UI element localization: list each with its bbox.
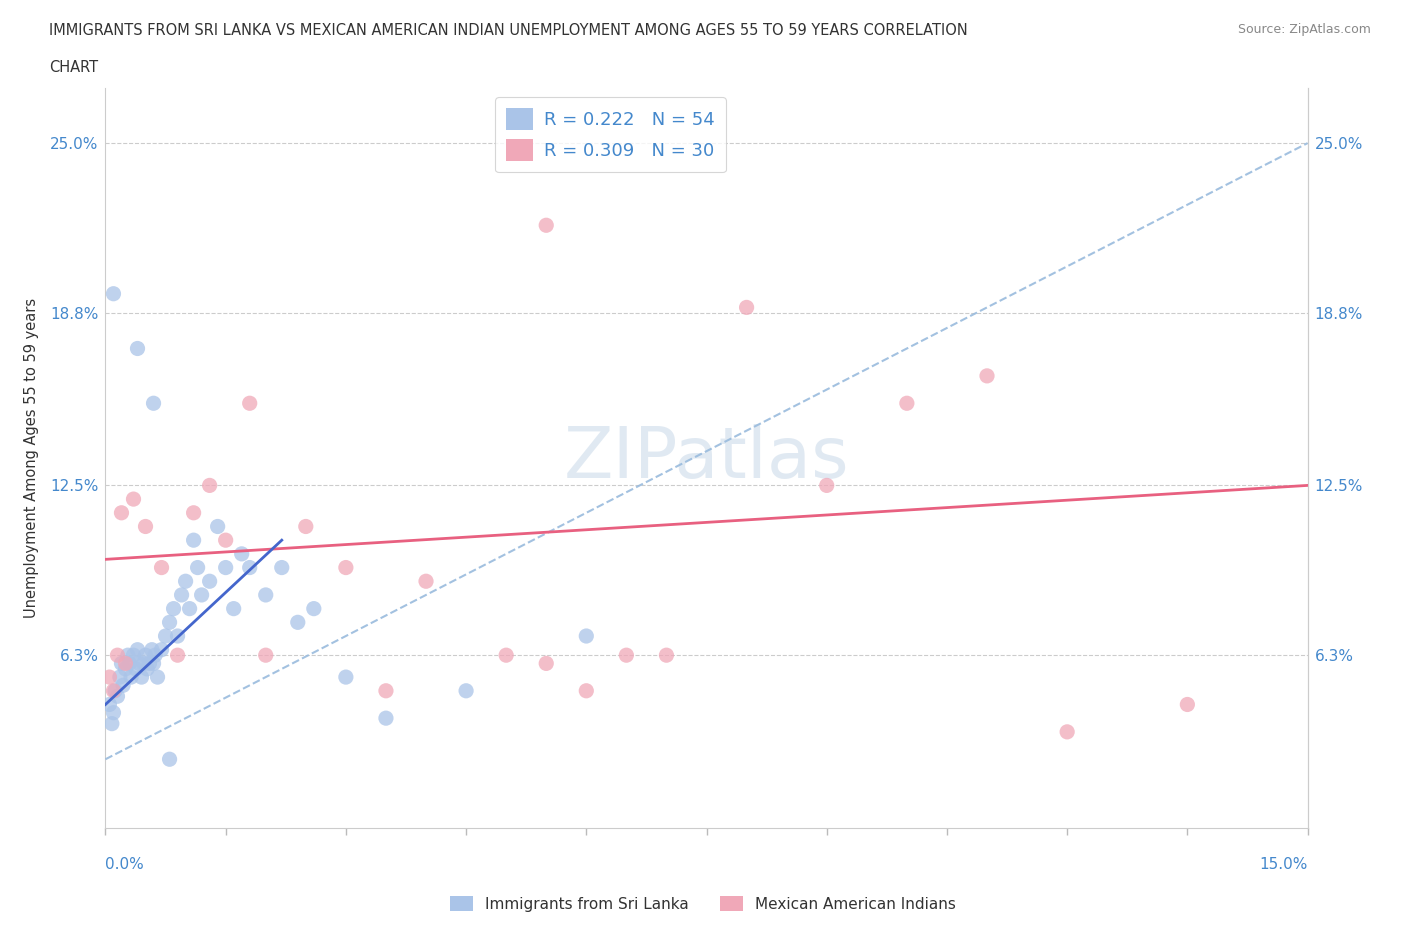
Point <box>166 648 188 663</box>
Point <box>128 656 150 671</box>
Point <box>239 396 262 411</box>
Point <box>183 533 205 548</box>
Point <box>222 601 245 616</box>
Point <box>575 684 598 698</box>
Point <box>138 656 160 671</box>
Point <box>98 698 121 712</box>
Point <box>735 300 758 315</box>
Text: 15.0%: 15.0% <box>1260 857 1308 872</box>
Point <box>335 670 357 684</box>
Point <box>127 643 149 658</box>
Point <box>495 648 517 663</box>
Point <box>190 588 212 603</box>
Point <box>155 629 177 644</box>
Point <box>214 560 236 575</box>
Point <box>114 656 136 671</box>
Point <box>135 519 157 534</box>
Point <box>170 588 193 603</box>
Point <box>575 629 598 644</box>
Point <box>131 670 153 684</box>
Point <box>1056 724 1078 739</box>
Point <box>142 656 165 671</box>
Point <box>335 560 357 575</box>
Point <box>150 560 173 575</box>
Point <box>302 601 325 616</box>
Text: ZIPatlas: ZIPatlas <box>564 423 849 493</box>
Point <box>415 574 437 589</box>
Point <box>136 661 159 676</box>
Point <box>616 648 638 663</box>
Point <box>143 648 166 663</box>
Point <box>98 670 121 684</box>
Point <box>374 684 398 698</box>
Point <box>112 678 135 693</box>
Point <box>179 601 201 616</box>
Point <box>135 648 157 663</box>
Point <box>146 670 169 684</box>
Text: 0.0%: 0.0% <box>105 857 145 872</box>
Point <box>187 560 209 575</box>
Point <box>655 648 678 663</box>
Point <box>103 684 125 698</box>
Text: CHART: CHART <box>49 60 98 75</box>
Point <box>120 670 142 684</box>
Point <box>132 656 155 671</box>
Point <box>110 656 132 671</box>
Point <box>174 574 197 589</box>
Point <box>159 751 181 766</box>
Point <box>896 396 918 411</box>
Point <box>534 218 557 232</box>
Point <box>127 341 149 356</box>
Legend: R = 0.222   N = 54, R = 0.309   N = 30: R = 0.222 N = 54, R = 0.309 N = 30 <box>495 98 725 172</box>
Point <box>118 656 141 671</box>
Point <box>374 711 398 725</box>
Point <box>141 643 163 658</box>
Point <box>214 533 236 548</box>
Point <box>103 286 125 301</box>
Point <box>456 684 478 698</box>
Point <box>110 505 132 520</box>
Point <box>287 615 309 630</box>
Point <box>254 648 277 663</box>
Point <box>207 519 229 534</box>
Point <box>107 689 129 704</box>
Legend: Immigrants from Sri Lanka, Mexican American Indians: Immigrants from Sri Lanka, Mexican Ameri… <box>444 889 962 918</box>
Point <box>162 601 184 616</box>
Point <box>142 396 165 411</box>
Point <box>108 670 131 684</box>
Point <box>198 574 221 589</box>
Point <box>125 661 148 676</box>
Point <box>150 643 173 658</box>
Point <box>103 705 125 720</box>
Point <box>117 648 139 663</box>
Point <box>270 560 292 575</box>
Point <box>166 629 188 644</box>
Text: Source: ZipAtlas.com: Source: ZipAtlas.com <box>1237 23 1371 36</box>
Point <box>183 505 205 520</box>
Point <box>104 684 127 698</box>
Point <box>114 661 136 676</box>
Point <box>815 478 838 493</box>
Point <box>976 368 998 383</box>
Point <box>295 519 318 534</box>
Point <box>198 478 221 493</box>
Point <box>254 588 277 603</box>
Point <box>159 615 181 630</box>
Y-axis label: Unemployment Among Ages 55 to 59 years: Unemployment Among Ages 55 to 59 years <box>24 298 39 618</box>
Text: IMMIGRANTS FROM SRI LANKA VS MEXICAN AMERICAN INDIAN UNEMPLOYMENT AMONG AGES 55 : IMMIGRANTS FROM SRI LANKA VS MEXICAN AME… <box>49 23 967 38</box>
Point <box>122 492 145 507</box>
Point <box>1175 698 1198 712</box>
Point <box>231 547 253 562</box>
Point <box>122 648 145 663</box>
Point <box>107 648 129 663</box>
Point <box>239 560 262 575</box>
Point <box>534 656 557 671</box>
Point <box>101 716 124 731</box>
